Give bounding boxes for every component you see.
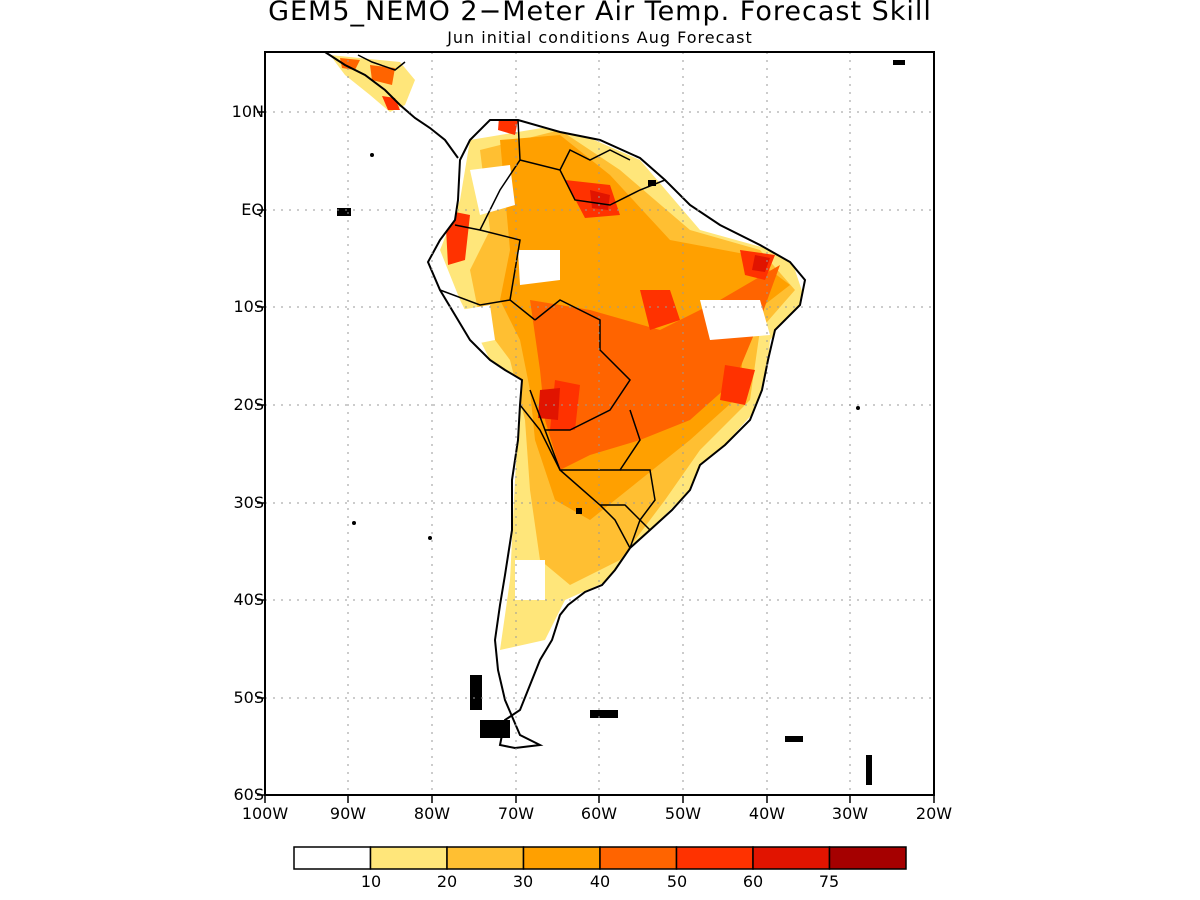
colorbar-label-50: 50 <box>666 872 688 891</box>
page-title: GEM5_NEMO 2−Meter Air Temp. Forecast Ski… <box>268 0 932 27</box>
lon-label-30w: 30W <box>831 804 869 823</box>
lon-label-70w: 70W <box>497 804 535 823</box>
colorbar-label-30: 30 <box>512 872 534 891</box>
colorbar-swatch-6 <box>675 846 754 870</box>
lat-label-10s: 10S <box>233 297 264 316</box>
colorbar-label-10: 10 <box>360 872 382 891</box>
lon-label-20w: 20W <box>915 804 953 823</box>
central-america-coastline <box>324 51 459 159</box>
colorbar-label-20: 20 <box>436 872 458 891</box>
lon-label-40w: 40W <box>748 804 786 823</box>
colorbar-label-60: 60 <box>742 872 764 891</box>
lon-label-80w: 80W <box>413 804 451 823</box>
page-subtitle: Jun initial conditions Aug Forecast <box>447 28 753 47</box>
yucatan-coastline <box>357 54 406 71</box>
colorbar-label-40: 40 <box>589 872 611 891</box>
lat-label-30s: 30S <box>233 493 264 512</box>
continent-coastline <box>426 119 807 750</box>
lat-label-40s: 40S <box>233 590 264 609</box>
colorbar-swatch-7 <box>752 846 831 870</box>
lon-label-100w: 100W <box>241 804 289 823</box>
lat-label-20s: 20S <box>233 395 264 414</box>
lat-label-50s: 50S <box>233 688 264 707</box>
colorbar-swatch-3 <box>446 846 525 870</box>
country-borders <box>439 119 666 549</box>
colorbar-swatch-5 <box>599 846 678 870</box>
colorbar-label-75: 75 <box>818 872 840 891</box>
islands <box>337 60 905 785</box>
colorbar-swatch-2 <box>369 846 448 870</box>
lat-label-10n: 10N <box>231 102 264 121</box>
lon-label-90w: 90W <box>329 804 367 823</box>
lon-label-60w: 60W <box>580 804 618 823</box>
lat-label-eq: EQ <box>241 200 264 219</box>
colorbar-swatch-8 <box>828 846 907 870</box>
lat-label-60s: 60S <box>233 785 264 804</box>
colorbar <box>293 846 907 870</box>
axis-ticks <box>257 111 935 803</box>
colorbar-swatch-4 <box>522 846 601 870</box>
skill-shading <box>428 120 805 748</box>
colorbar-swatch-1 <box>293 846 372 870</box>
lon-label-50w: 50W <box>664 804 702 823</box>
